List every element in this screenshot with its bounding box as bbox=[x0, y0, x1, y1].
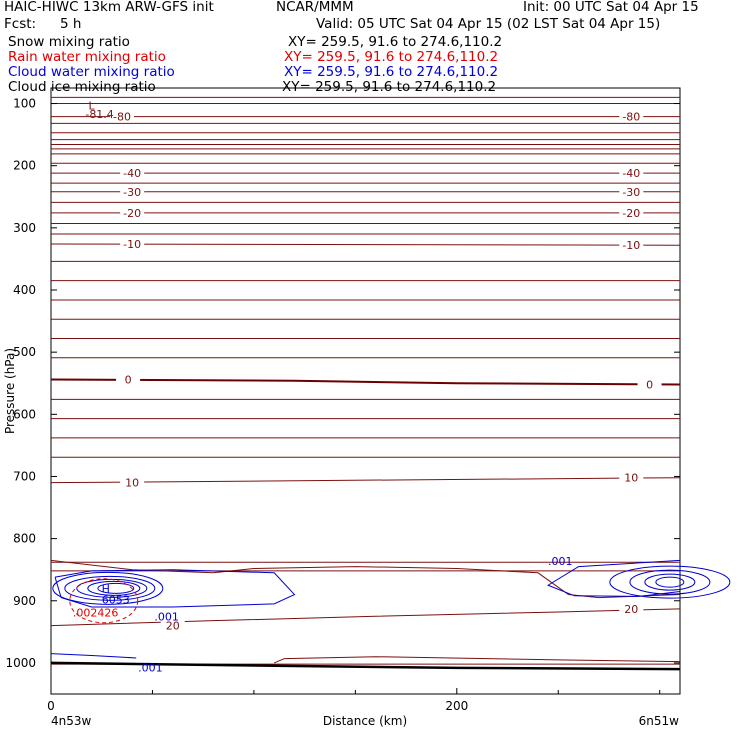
contour-layer: -80 -80 -40 -40 -30 -30 -20 -20 -10 -10 0 0 10 10 20 20… bbox=[50, 96, 681, 671]
cloud-water-label: .001 bbox=[548, 555, 573, 568]
y-tick-label: 700 bbox=[13, 469, 36, 483]
label-mask bbox=[160, 619, 185, 632]
isotherm-label: -20 bbox=[622, 207, 640, 220]
cloud-water-contour bbox=[547, 559, 681, 597]
lower-isotherm bbox=[273, 656, 681, 664]
isotherm-label: 10 bbox=[624, 472, 638, 485]
isotherm-label: -20 bbox=[123, 207, 141, 220]
cloud-water-contour bbox=[629, 569, 711, 595]
cloud-water-contour bbox=[50, 653, 137, 659]
isotherm-label: -30 bbox=[123, 186, 141, 199]
isotherm--10 bbox=[50, 243, 681, 246]
high-center-value: 6053 bbox=[102, 593, 130, 606]
model-title: HAIC-HIWC 13km ARW-GFS init bbox=[4, 0, 214, 15]
isotherm-label: -40 bbox=[622, 167, 640, 180]
cloud-water-contour bbox=[655, 576, 685, 588]
isotherm-10 bbox=[50, 477, 681, 484]
label-mask bbox=[619, 167, 644, 180]
isotherm-0 bbox=[50, 378, 681, 386]
y-tick-label: 900 bbox=[13, 594, 36, 608]
label-mask bbox=[619, 206, 644, 219]
y-tick-label: 300 bbox=[13, 221, 36, 235]
rain-water-contour bbox=[69, 578, 139, 624]
isotherm-label: 20 bbox=[624, 603, 638, 616]
label-mask bbox=[120, 206, 145, 219]
isotherm-label: -10 bbox=[123, 238, 141, 251]
cloud-water-contour bbox=[97, 582, 135, 594]
isotherm-label: 0 bbox=[125, 374, 132, 387]
y-tick-label: 400 bbox=[13, 283, 36, 297]
surface-line bbox=[50, 661, 681, 671]
init-time: Init: 00 UTC Sat 04 Apr 15 bbox=[523, 0, 699, 15]
field-xy-cloud-water: XY= 259.5, 91.6 to 274.6,110.2 bbox=[284, 64, 499, 80]
label-mask bbox=[619, 110, 644, 123]
field-name-cloud-water: Cloud water mixing ratio bbox=[8, 64, 175, 80]
high-center-marker: H bbox=[102, 582, 110, 595]
forecast-hours: 5 h bbox=[60, 16, 82, 32]
cloud-water-contour bbox=[52, 571, 164, 605]
isotherm-label: -80 bbox=[622, 111, 640, 124]
field-name-rain: Rain water mixing ratio bbox=[8, 49, 166, 65]
isotherm-label: -40 bbox=[123, 167, 141, 180]
isotherm-20 bbox=[50, 608, 681, 627]
forecast-label: Fcst: bbox=[4, 16, 37, 32]
y-tick-label: 800 bbox=[13, 532, 36, 546]
x-axis-label: Distance (km) bbox=[323, 714, 407, 728]
y-axis-label: Pressure (hPa) bbox=[3, 348, 17, 434]
label-mask bbox=[619, 239, 644, 252]
field-xy-cloud-ice: XY= 259.5, 91.6 to 274.6,110.2 bbox=[282, 79, 497, 95]
y-tick-label: 1000 bbox=[5, 656, 36, 670]
label-mask bbox=[116, 373, 141, 386]
isotherm-label: -30 bbox=[622, 186, 640, 199]
label-mask bbox=[619, 471, 644, 484]
x-endpoint-left: 4n53w bbox=[51, 714, 92, 728]
x-endpoint-right: 6n51w bbox=[639, 714, 680, 728]
y-tick-label: 600 bbox=[13, 407, 36, 421]
low-center-marker: L bbox=[89, 99, 96, 112]
label-mask bbox=[619, 185, 644, 198]
plot-frame bbox=[50, 87, 681, 695]
isotherm-label: -10 bbox=[622, 239, 640, 252]
cloud-water-contour bbox=[609, 565, 731, 599]
x-tick-label: 0 bbox=[47, 699, 55, 713]
label-mask bbox=[120, 238, 145, 251]
label-mask bbox=[637, 378, 662, 391]
rain-water-label: .002426 bbox=[73, 606, 119, 619]
label-mask bbox=[619, 602, 644, 615]
y-tick-label: 100 bbox=[13, 97, 36, 111]
isotherm-label: 20 bbox=[166, 620, 180, 633]
valid-time: Valid: 05 UTC Sat 04 Apr 15 (02 LST Sat … bbox=[316, 16, 661, 32]
cloud-water-contour bbox=[644, 573, 696, 591]
label-mask bbox=[120, 476, 145, 489]
label-mask bbox=[120, 185, 145, 198]
field-name-snow: Snow mixing ratio bbox=[8, 34, 130, 50]
cloud-water-contour bbox=[54, 569, 296, 608]
field-xy-snow: XY= 259.5, 91.6 to 274.6,110.2 bbox=[288, 34, 503, 50]
cloud-water-label: .001 bbox=[154, 611, 179, 624]
isotherm-label: -80 bbox=[113, 111, 131, 124]
field-name-cloud-ice: Cloud ice mixing ratio bbox=[8, 79, 156, 95]
x-tick-label: 200 bbox=[445, 699, 468, 713]
isotherm-label: 10 bbox=[125, 477, 139, 490]
low-center-value: -81.4 bbox=[85, 108, 113, 121]
cloud-water-label: .001 bbox=[138, 662, 163, 675]
isotherm-label: 0 bbox=[646, 378, 653, 391]
y-tick-label: 500 bbox=[13, 345, 36, 359]
y-tick-label: 200 bbox=[13, 159, 36, 173]
label-mask bbox=[120, 167, 145, 180]
cloud-water-contour bbox=[87, 580, 141, 596]
cloud-water-contour bbox=[64, 575, 156, 601]
org-label: NCAR/MMM bbox=[276, 0, 354, 15]
label-mask bbox=[110, 110, 135, 123]
field-xy-rain: XY= 259.5, 91.6 to 274.6,110.2 bbox=[284, 49, 499, 65]
